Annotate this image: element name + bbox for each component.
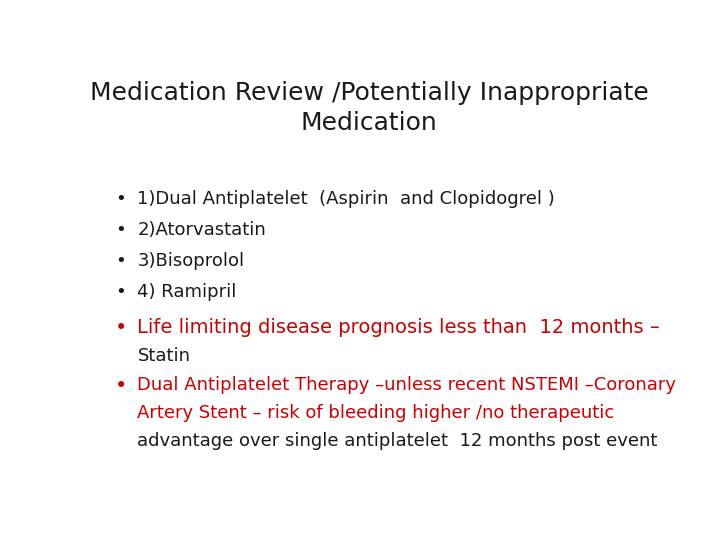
Text: Dual Antiplatelet Therapy –unless recent NSTEMI –Coronary: Dual Antiplatelet Therapy –unless recent… — [138, 376, 676, 394]
Text: Artery Stent – risk of bleeding higher /no therapeutic: Artery Stent – risk of bleeding higher /… — [138, 404, 615, 422]
Text: •: • — [114, 376, 127, 396]
Text: advantage over single antiplatelet  12 months post event: advantage over single antiplatelet 12 mo… — [138, 433, 658, 450]
Text: 4) Ramipril: 4) Ramipril — [138, 283, 237, 301]
Text: •: • — [115, 190, 126, 207]
Text: •: • — [114, 319, 127, 339]
Text: Life limiting disease prognosis less than  12 months –: Life limiting disease prognosis less tha… — [138, 319, 660, 338]
Text: Statin: Statin — [138, 347, 190, 364]
Text: •: • — [115, 252, 126, 270]
Text: 3)Bisoprolol: 3)Bisoprolol — [138, 252, 245, 270]
Text: 2)Atorvastatin: 2)Atorvastatin — [138, 221, 266, 239]
Text: Medication Review /Potentially Inappropriate
Medication: Medication Review /Potentially Inappropr… — [89, 82, 649, 135]
Text: •: • — [115, 283, 126, 301]
Text: 1)Dual Antiplatelet  (Aspirin  and Clopidogrel ): 1)Dual Antiplatelet (Aspirin and Clopido… — [138, 190, 555, 207]
Text: •: • — [115, 221, 126, 239]
